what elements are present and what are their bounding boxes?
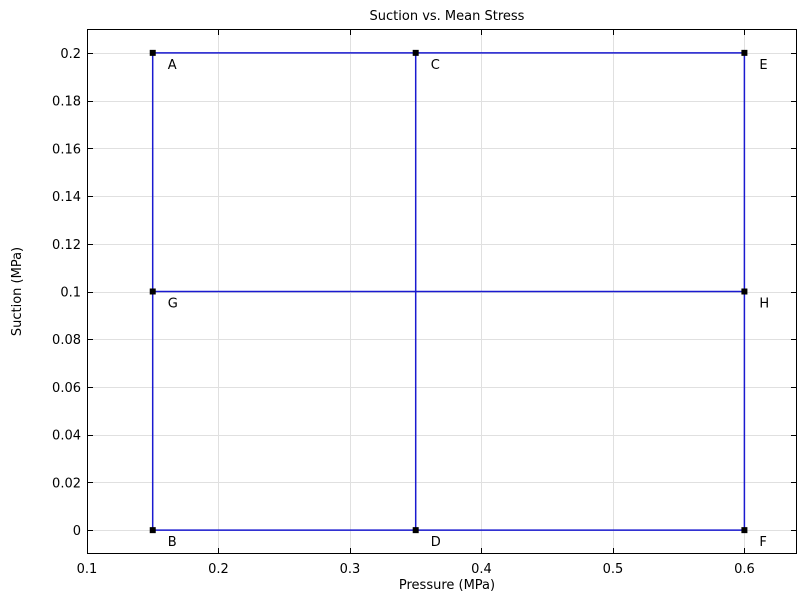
- point-label-b: B: [168, 535, 177, 550]
- x-tick-label: 0.5: [603, 562, 624, 577]
- point-label-a: A: [168, 58, 177, 73]
- x-tick-label: 0.1: [77, 562, 98, 577]
- axis-ticks: 0.1 0.2 0.3 0.4 0.5 0.6 0 0.02 0.04 0.06 0.08 0.1 0.…: [52, 29, 797, 577]
- data-marker-h: [741, 288, 748, 295]
- y-tick-label: 0.02: [52, 476, 81, 491]
- y-tick-label: 0.2: [60, 47, 81, 62]
- data-marker-a: [149, 49, 156, 56]
- point-label-e: E: [759, 58, 767, 73]
- x-axis-label: Pressure (MPa): [399, 578, 495, 593]
- y-tick-label: 0.16: [52, 142, 81, 157]
- y-tick-label: 0.12: [52, 238, 81, 253]
- point-label-g: G: [168, 297, 178, 312]
- point-label-d: D: [431, 535, 441, 550]
- point-label-c: C: [431, 58, 440, 73]
- data-marker-e: [741, 49, 748, 56]
- data-marker-d: [412, 527, 419, 534]
- x-tick-label: 0.6: [734, 562, 755, 577]
- x-tick-label: 0.4: [471, 562, 492, 577]
- x-tick-label: 0.3: [340, 562, 361, 577]
- plot-frame: [87, 29, 797, 554]
- data-marker-g: [149, 288, 156, 295]
- data-marker-b: [149, 527, 156, 534]
- x-tick-label: 0.2: [208, 562, 229, 577]
- y-tick-label: 0.1: [60, 286, 81, 301]
- series-lines: [151, 52, 746, 531]
- y-tick-label: 0.04: [52, 429, 81, 444]
- point-label-h: H: [759, 297, 769, 312]
- y-tick-label: 0.08: [52, 333, 81, 348]
- data-markers: [149, 49, 748, 534]
- point-label-f: F: [759, 535, 766, 550]
- y-tick-label: 0.14: [52, 190, 81, 205]
- point-labels: A B C D E F G H: [168, 58, 769, 550]
- y-axis-label: Suction (MPa): [10, 247, 25, 336]
- y-tick-label: 0.18: [52, 95, 81, 110]
- data-marker-f: [741, 527, 748, 534]
- chart-title: Suction vs. Mean Stress: [370, 9, 525, 24]
- data-marker-c: [412, 49, 419, 56]
- y-tick-label: 0: [73, 524, 81, 539]
- y-tick-label: 0.06: [52, 381, 81, 396]
